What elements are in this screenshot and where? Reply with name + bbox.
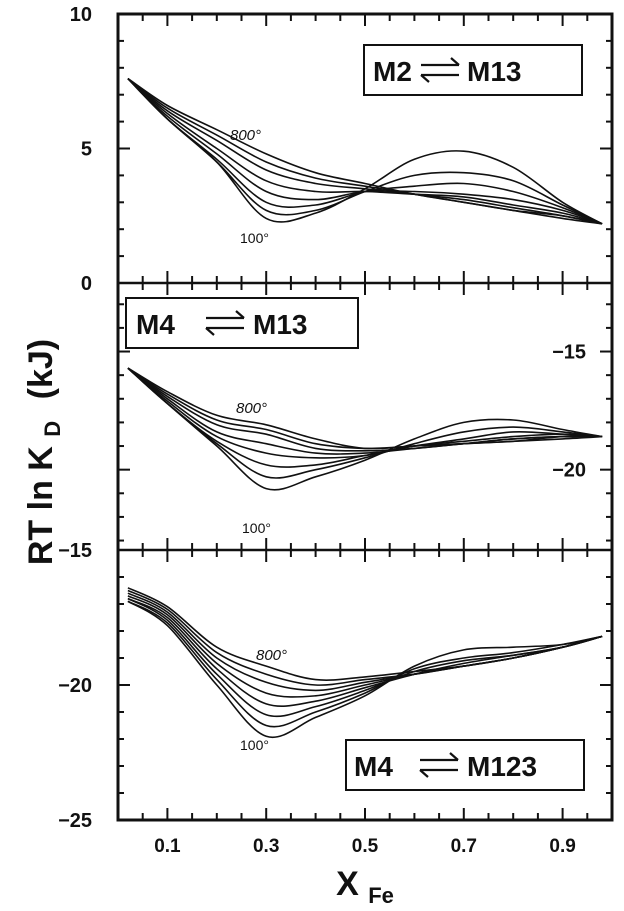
x-tick-label: 0.5 xyxy=(352,836,379,857)
y-tick-label: 10 xyxy=(70,4,92,26)
x-tick-label: 0.1 xyxy=(154,836,181,857)
curves-layer xyxy=(127,77,603,739)
isotherm-curve xyxy=(127,367,603,468)
temp-label-high: 800° xyxy=(236,400,267,417)
isotherm-curve xyxy=(127,600,603,728)
isotherm-curve xyxy=(127,597,603,707)
temp-label-low: 100° xyxy=(240,230,269,246)
y-tick-label: −20 xyxy=(58,675,92,697)
panel-label-m2-m13-left: M2 xyxy=(373,56,412,87)
x-axis-title-main: X xyxy=(336,865,359,903)
temp-label-high: 800° xyxy=(256,647,287,664)
x-axis-title-sub: Fe xyxy=(368,883,394,908)
temp-label-low: 100° xyxy=(240,737,269,753)
equilibrium-arrows-icon xyxy=(419,752,459,778)
panel-label-m4-m13-right: M13 xyxy=(253,309,307,340)
y-tick-label: −15 xyxy=(552,342,586,364)
panel-label-m2-m13: M2 M13 xyxy=(363,44,583,96)
isotherm-curve xyxy=(127,78,603,225)
panel-label-m4-m123: M4 M123 xyxy=(345,739,585,791)
panel-label-m2-m13-right: M13 xyxy=(467,56,521,87)
isotherm-curve xyxy=(127,77,603,225)
y-axis-title-unit: (kJ) xyxy=(22,339,60,399)
labels-layer: 0.1 0.3 0.5 0.7 0.9 0 5 10 800° 100° −15 −20 800° 100… xyxy=(58,4,586,857)
y-tick-label: 0 xyxy=(81,273,92,295)
isotherm-curve xyxy=(127,367,603,450)
equilibrium-arrows-icon xyxy=(420,57,460,83)
y-axis-title: RT ln K D (kJ) xyxy=(22,339,68,565)
isotherm-curve xyxy=(127,592,603,692)
panel-label-m4-m123-right: M123 xyxy=(467,751,537,782)
isotherm-curve xyxy=(127,77,603,225)
x-tick-label: 0.9 xyxy=(549,836,575,857)
y-tick-label: −25 xyxy=(58,810,92,832)
isotherm-curve xyxy=(127,597,603,718)
y-axis-title-main: RT ln K xyxy=(22,446,60,565)
isotherm-curve xyxy=(127,77,603,225)
isotherm-curve xyxy=(127,78,603,225)
x-tick-label: 0.7 xyxy=(451,836,477,857)
isotherm-curve xyxy=(127,587,603,681)
panel-label-m4-m13: M4 M13 xyxy=(125,297,359,349)
isotherm-curve xyxy=(127,78,603,225)
x-axis-title: X Fe xyxy=(336,865,394,908)
temp-label-high: 800° xyxy=(230,127,261,144)
isotherm-curve xyxy=(127,367,603,452)
x-tick-label: 0.3 xyxy=(253,836,279,857)
panel-label-m4-m13-left: M4 xyxy=(136,309,175,340)
svg-text:RT ln K D (kJ): RT ln K D (kJ) xyxy=(22,339,68,565)
isotherm-curve xyxy=(127,600,603,739)
y-tick-label: 5 xyxy=(81,139,92,161)
plot-frame xyxy=(116,12,614,822)
isotherm-curve xyxy=(127,77,603,225)
isotherm-curve xyxy=(127,78,603,225)
isotherm-curve xyxy=(127,367,603,459)
y-tick-label: −20 xyxy=(552,460,586,482)
y-axis-title-sub: D xyxy=(40,421,65,437)
panel-label-m4-m123-left: M4 xyxy=(354,751,393,782)
temp-label-low: 100° xyxy=(242,520,271,536)
y-tick-label: −15 xyxy=(58,540,92,562)
isotherm-curve xyxy=(127,367,603,479)
isotherm-curve xyxy=(127,589,603,686)
equilibrium-arrows-icon xyxy=(205,310,245,336)
